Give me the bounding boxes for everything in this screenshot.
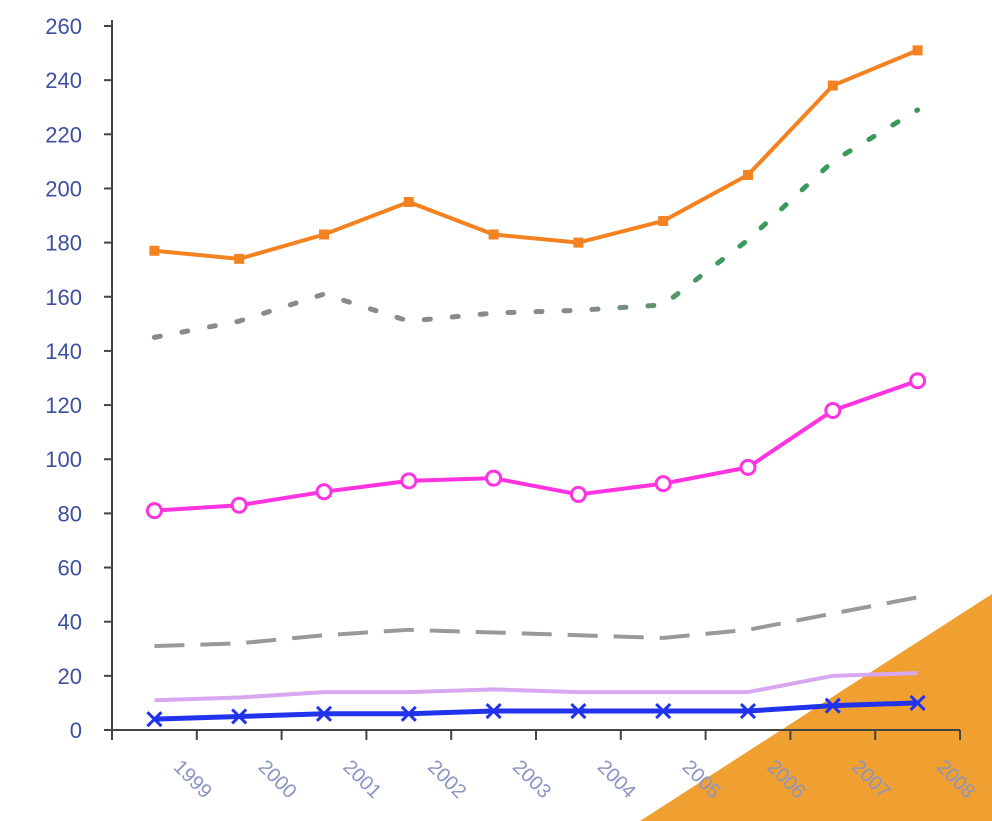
y-tick-label: 20 xyxy=(58,664,82,689)
series-line xyxy=(154,671,918,703)
data-point xyxy=(912,45,923,56)
series-line xyxy=(154,48,919,261)
y-tick-label: 180 xyxy=(45,231,82,256)
y-tick-label: 240 xyxy=(45,68,82,93)
series-5 xyxy=(154,671,918,703)
data-point xyxy=(573,237,584,248)
data-point xyxy=(319,229,329,240)
data-point xyxy=(739,458,757,476)
x-tick-label: 1999 xyxy=(169,756,216,803)
y-axis-ticks: 0 20 40 60 80 100 120 140 160 180 200 220 240 260 xyxy=(45,14,112,743)
data-point xyxy=(230,496,248,514)
x-tick-label: 2002 xyxy=(423,756,470,803)
y-tick-label: 80 xyxy=(58,501,82,526)
y-tick-label: 140 xyxy=(45,339,82,364)
series-line xyxy=(154,378,919,513)
data-point xyxy=(827,80,838,91)
data-point xyxy=(400,472,418,490)
y-tick-label: 60 xyxy=(58,556,82,581)
series-3 xyxy=(145,372,927,520)
data-point xyxy=(654,475,672,493)
data-point xyxy=(658,215,669,226)
data-point xyxy=(739,702,757,720)
data-point xyxy=(655,702,672,720)
data-point xyxy=(570,702,587,720)
y-tick-label: 260 xyxy=(45,14,82,39)
data-point xyxy=(485,702,502,720)
data-point xyxy=(824,697,841,714)
data-point xyxy=(824,401,842,419)
data-point xyxy=(234,253,245,264)
data-point xyxy=(400,705,417,722)
series-line xyxy=(154,700,918,722)
y-tick-label: 120 xyxy=(45,393,82,418)
series-1 xyxy=(149,45,923,264)
data-point xyxy=(315,705,333,722)
y-tick-label: 200 xyxy=(45,176,82,201)
x-tick-label: 2001 xyxy=(338,756,385,803)
series-6 xyxy=(146,694,926,728)
data-point xyxy=(485,469,503,487)
series-layer xyxy=(145,45,927,728)
data-point xyxy=(909,694,926,711)
data-point xyxy=(909,372,927,390)
y-tick-label: 160 xyxy=(45,285,82,310)
series-line xyxy=(151,107,921,340)
data-point xyxy=(569,485,587,503)
y-tick-label: 0 xyxy=(70,718,82,743)
series-line xyxy=(154,595,918,649)
data-point xyxy=(488,229,499,240)
series-2 xyxy=(151,107,921,340)
data-point xyxy=(145,502,163,520)
data-point xyxy=(231,708,248,725)
data-point xyxy=(146,711,163,728)
chart-axes xyxy=(111,20,960,731)
data-point xyxy=(315,483,333,501)
x-tick-label: 2003 xyxy=(508,756,555,803)
x-tick-label: 2004 xyxy=(593,756,640,803)
data-point xyxy=(149,245,160,256)
y-tick-label: 100 xyxy=(45,447,82,472)
y-tick-label: 40 xyxy=(58,610,82,635)
data-point xyxy=(403,197,414,207)
series-4 xyxy=(154,595,918,649)
y-tick-label: 220 xyxy=(45,122,82,147)
x-tick-label: 2000 xyxy=(254,756,301,803)
data-point xyxy=(743,169,753,180)
